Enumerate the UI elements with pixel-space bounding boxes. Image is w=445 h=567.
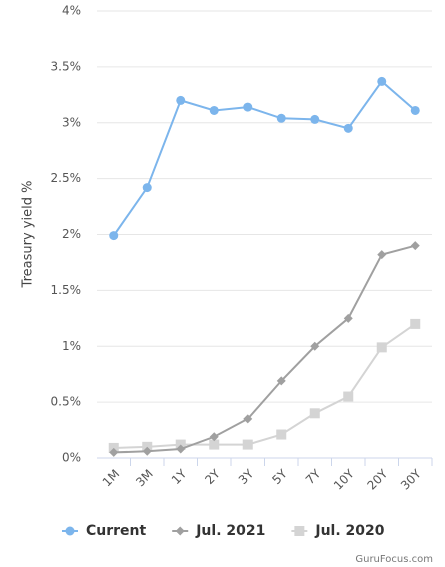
series-line bbox=[113, 244, 416, 454]
point bbox=[176, 444, 186, 454]
y-axis-label: Treasury yield % bbox=[21, 181, 36, 289]
point bbox=[109, 447, 119, 457]
x-tick-label: 5Y bbox=[269, 466, 290, 487]
y-tick-label: 0.5% bbox=[51, 395, 82, 409]
point bbox=[343, 123, 353, 133]
point bbox=[209, 105, 219, 115]
y-tick-label: 0% bbox=[62, 451, 81, 465]
point bbox=[276, 429, 287, 440]
y-tick-label: 2.5% bbox=[51, 171, 82, 185]
point bbox=[310, 341, 320, 351]
legend-symbol bbox=[175, 526, 185, 536]
series-line bbox=[113, 323, 416, 449]
point bbox=[310, 114, 320, 124]
point bbox=[410, 241, 420, 251]
point bbox=[276, 376, 286, 386]
x-tick-label: 10Y bbox=[331, 466, 357, 492]
legend-label: Current bbox=[86, 523, 147, 539]
legend-label: Jul. 2021 bbox=[195, 523, 265, 539]
point bbox=[142, 183, 152, 193]
point bbox=[376, 342, 387, 353]
legend-label: Jul. 2020 bbox=[314, 523, 384, 539]
y-tick-label: 1.5% bbox=[51, 283, 82, 297]
point bbox=[242, 439, 253, 450]
point bbox=[209, 439, 220, 450]
y-tick-label: 4% bbox=[62, 4, 81, 18]
y-tick-label: 2% bbox=[62, 227, 81, 241]
legend-symbol bbox=[65, 526, 75, 536]
x-tick-label: 3M bbox=[133, 467, 156, 490]
y-tick-label: 3% bbox=[62, 115, 81, 129]
point bbox=[243, 102, 253, 112]
x-tick-label: 1M bbox=[100, 467, 123, 490]
point bbox=[309, 408, 320, 419]
point bbox=[343, 391, 354, 402]
point bbox=[410, 105, 420, 115]
point bbox=[377, 76, 387, 86]
x-tick-label: 30Y bbox=[398, 466, 424, 492]
x-tick-label: 7Y bbox=[303, 466, 324, 487]
x-tick-label: 2Y bbox=[202, 466, 223, 487]
credit: GuruFocus.com bbox=[355, 554, 433, 565]
legend-symbol bbox=[294, 526, 305, 536]
x-tick-label: 20Y bbox=[364, 466, 390, 492]
point bbox=[243, 414, 253, 424]
point bbox=[142, 446, 152, 456]
x-tick-label: 3Y bbox=[236, 466, 257, 487]
y-tick-label: 1% bbox=[62, 339, 81, 353]
point bbox=[343, 313, 353, 323]
point bbox=[209, 432, 219, 442]
point bbox=[176, 95, 186, 105]
series-line bbox=[112, 79, 416, 237]
point bbox=[377, 250, 387, 260]
x-tick-label: 1Y bbox=[169, 466, 190, 487]
point bbox=[109, 231, 119, 241]
point bbox=[276, 113, 286, 123]
point bbox=[410, 318, 421, 329]
y-tick-label: 3.5% bbox=[51, 59, 82, 73]
